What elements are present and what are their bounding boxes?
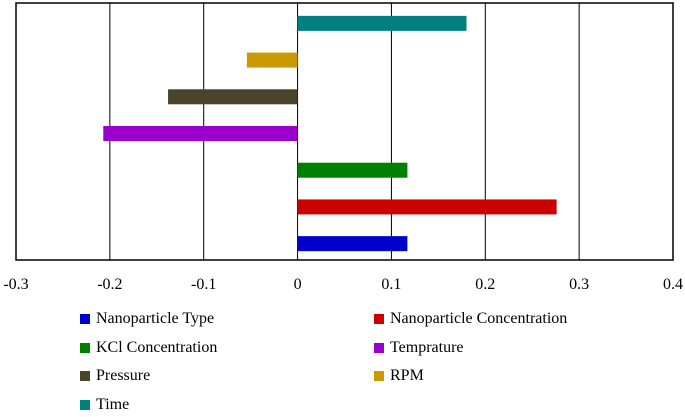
- legend-swatch: [374, 314, 384, 324]
- legend-label: RPM: [390, 367, 424, 384]
- bar-nanoparticle-concentration: [297, 199, 557, 215]
- legend-item: Time: [80, 396, 129, 414]
- x-tick-label: 0: [294, 276, 302, 293]
- x-tick-label: -0.3: [3, 276, 28, 293]
- bar-chart: -0.3 -0.2 -0.1 0 0.1 0.2 0.3 0.4: [3, 2, 683, 293]
- bar-kcl-concentration: [297, 162, 408, 178]
- bar-temprature: [103, 126, 298, 141]
- legend-swatch: [80, 314, 90, 324]
- x-tick-label: 0.2: [475, 276, 495, 293]
- legend-item: Nanoparticle Type: [80, 310, 214, 328]
- x-tick-label: -0.1: [191, 276, 216, 293]
- legend-label: Temprature: [390, 338, 464, 356]
- legend-item: Pressure: [80, 367, 150, 385]
- x-tick-label: 0.4: [663, 276, 683, 293]
- legend-swatch: [374, 342, 384, 353]
- legend-swatch: [80, 399, 90, 410]
- legend-item: KCl Concentration: [80, 339, 217, 357]
- legend-label: Nanoparticle Concentration: [390, 310, 568, 327]
- bar-time: [297, 15, 467, 31]
- x-tick-label: -0.2: [97, 276, 122, 293]
- legend-label: KCl Concentration: [96, 338, 218, 356]
- bar-pressure: [168, 89, 298, 105]
- legend-swatch: [80, 371, 90, 381]
- legend-item: RPM: [374, 367, 424, 385]
- legend-item: Temprature: [374, 339, 464, 357]
- x-tick-label: 0.3: [569, 276, 589, 293]
- bar-nanoparticle-type: [297, 236, 408, 252]
- legend-swatch: [374, 371, 384, 381]
- bar-rpm: [246, 52, 298, 68]
- legend-label: Pressure: [96, 367, 151, 384]
- x-tick-label: 0.1: [381, 276, 401, 293]
- legend-label: Nanoparticle Type: [96, 310, 215, 327]
- legend-item: Nanoparticle Concentration: [374, 310, 567, 328]
- legend-label: Time: [96, 395, 130, 413]
- legend-swatch: [80, 342, 90, 353]
